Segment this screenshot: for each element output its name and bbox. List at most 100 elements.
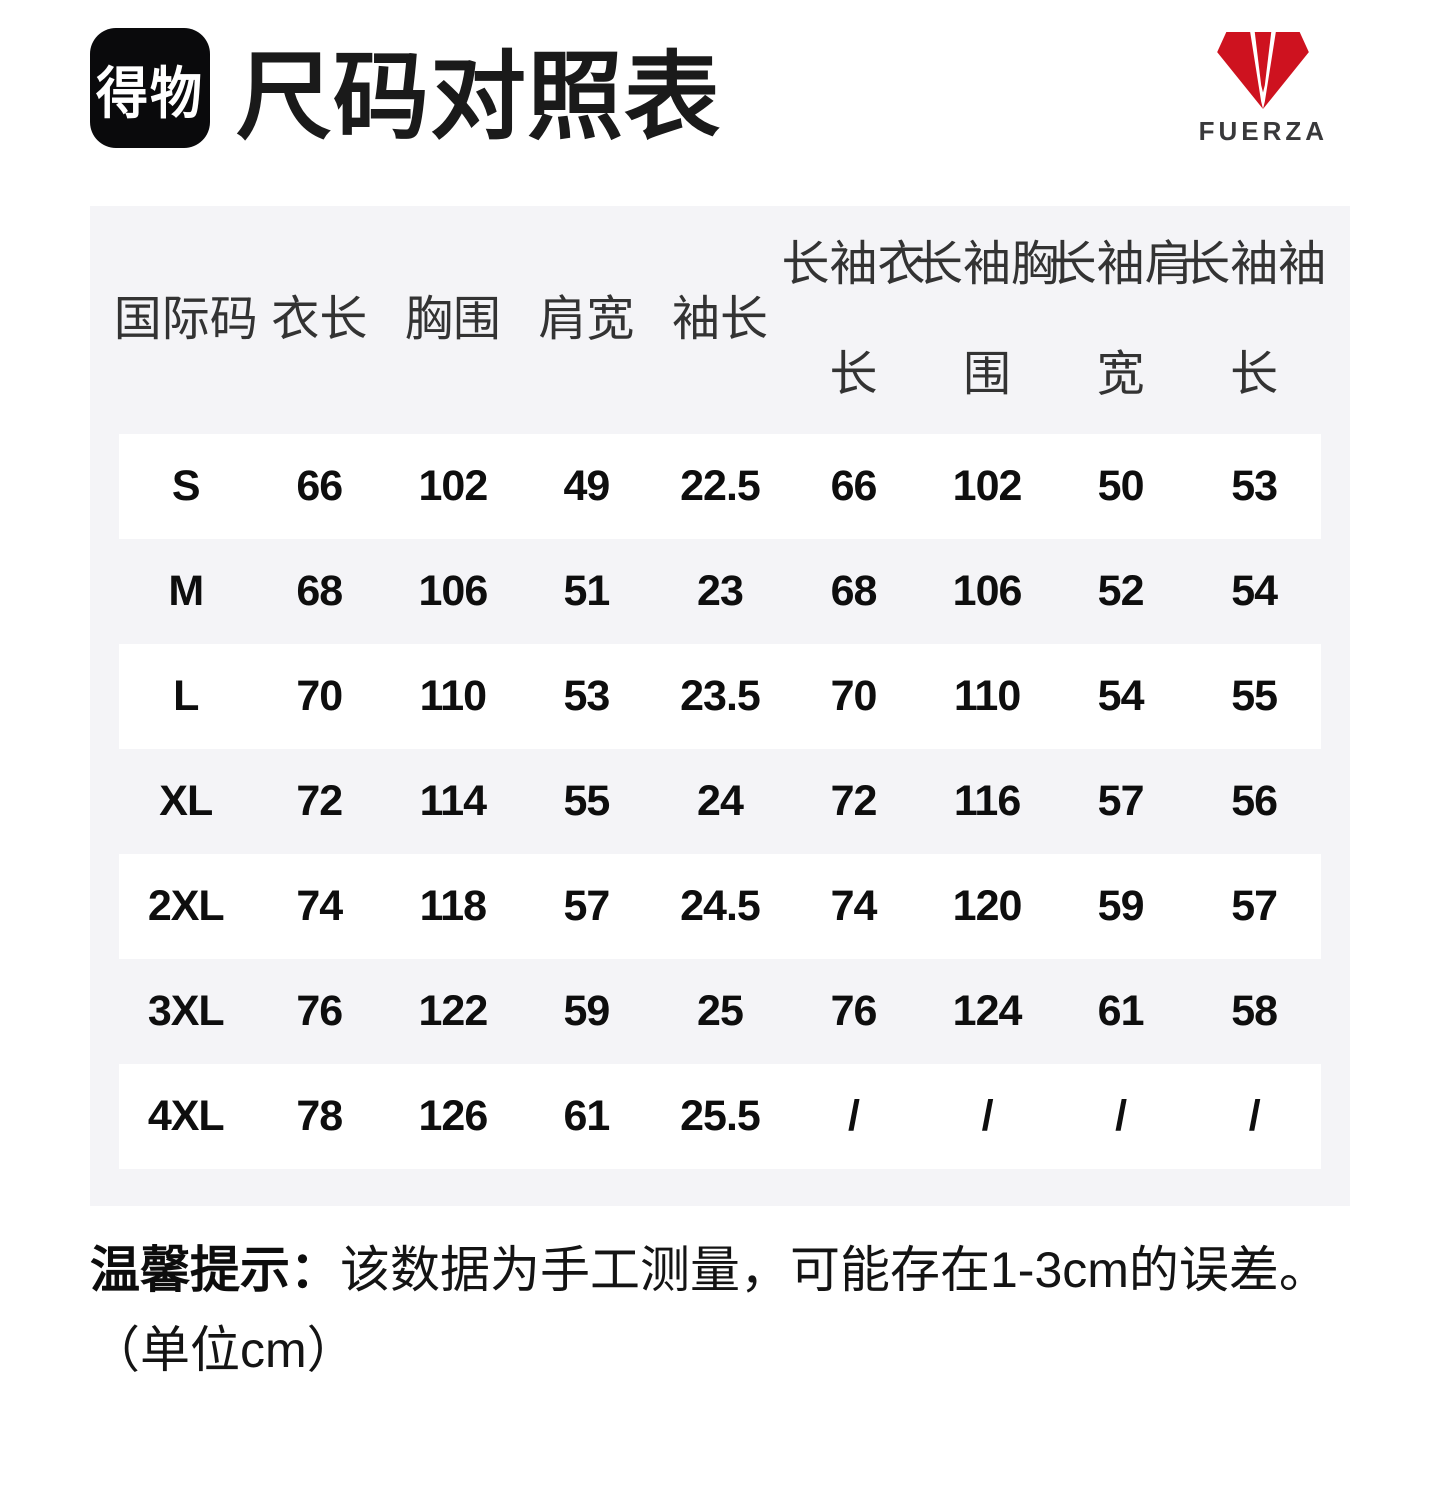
column-header-line1: 胸围 <box>404 293 501 346</box>
measurement-cell: 61 <box>563 1092 610 1140</box>
table-row-XL: XL 72 114 55 24 72 116 57 56 <box>119 749 1321 854</box>
measurement-cell: 52 <box>1097 567 1145 615</box>
size-label-cell: M <box>168 567 204 615</box>
fuerza-logo: FUERZA <box>1199 30 1328 147</box>
note-label: 温馨提示： <box>90 1242 340 1298</box>
measurement-cell: 57 <box>563 882 610 930</box>
measurement-cell: 70 <box>830 672 878 720</box>
fuerza-mark-right-horn <box>1263 31 1310 109</box>
column-header-2: 胸围 <box>386 206 520 434</box>
measurement-cell: 54 <box>1231 567 1278 615</box>
measurement-cell: 110 <box>419 672 487 720</box>
column-header-line1: 长袖袖 <box>1182 238 1327 291</box>
measurement-cell: 57 <box>1097 777 1145 825</box>
measurement-cell: 120 <box>952 882 1023 930</box>
measurement-cell: 78 <box>296 1092 343 1140</box>
measurement-cell: 114 <box>419 777 487 825</box>
column-header-line1: 国际码 <box>113 293 258 346</box>
measurement-cell: 68 <box>830 567 878 615</box>
measurement-cell: / <box>981 1092 994 1140</box>
measurement-cell: / <box>1248 1092 1261 1140</box>
column-header-line2: 长 <box>1230 348 1279 401</box>
measurement-cell: 106 <box>952 567 1023 615</box>
measurement-cell: 55 <box>563 777 610 825</box>
measurement-cell: 57 <box>1231 882 1278 930</box>
column-header-7: 长袖肩宽 <box>1049 206 1193 434</box>
measurement-cell: 54 <box>1097 672 1145 720</box>
measurement-cell: 24.5 <box>680 882 761 930</box>
measurement-cell: 55 <box>1231 672 1278 720</box>
size-table-panel: 国际码 衣长 胸围 肩宽 袖长 长袖衣长长袖胸围长袖肩宽长袖袖长 S 66 102 49 22.5… <box>90 206 1350 1206</box>
header-bar: 得物 尺码对照表 FUERZA <box>90 28 1350 151</box>
measurement-cell: 122 <box>418 987 488 1035</box>
size-label-cell: 2XL <box>147 882 225 930</box>
column-header-line2: 围 <box>963 348 1012 401</box>
measurement-cell: / <box>848 1092 860 1140</box>
column-header-line1: 长袖衣 <box>781 238 926 291</box>
measurement-cell: 23 <box>697 567 744 615</box>
measurement-cell: 49 <box>563 462 610 510</box>
column-header-5: 长袖衣长 <box>782 206 926 434</box>
column-header-0: 国际码 <box>114 206 258 434</box>
dewu-logo-text: 得物 <box>95 62 204 126</box>
size-label-cell: L <box>173 672 199 720</box>
measurement-cell: 70 <box>296 672 343 720</box>
measurement-cell: 53 <box>563 672 610 720</box>
fuerza-mark-icon <box>1217 31 1310 109</box>
unit-text: （单位cm） <box>90 1322 357 1378</box>
measurement-cell: / <box>1115 1092 1127 1140</box>
table-row-4XL: 4XL 78 126 61 25.5 / / / / <box>119 1064 1321 1169</box>
page-title: 尺码对照表 <box>236 43 721 151</box>
column-header-1: 衣长 <box>253 206 387 434</box>
measurement-cell: 102 <box>418 462 488 510</box>
fuerza-mark-left-horn <box>1217 31 1264 109</box>
measurement-cell: 102 <box>952 462 1023 510</box>
column-header-line2: 宽 <box>1096 348 1145 401</box>
size-table-head: 国际码 衣长 胸围 肩宽 袖长 长袖衣长长袖胸围长袖肩宽长袖袖长 <box>114 206 1326 434</box>
size-table-body: S 66 102 49 22.5 66 102 50 53 M 68 106 51 23 68 106 52 54… <box>119 434 1321 1169</box>
note-text: 该数据为手工测量，可能存在1-3cm的误差。 <box>340 1242 1329 1298</box>
measurement-cell: 50 <box>1097 462 1145 510</box>
measurement-cell: 106 <box>418 567 488 615</box>
size-label-cell: 3XL <box>147 987 225 1035</box>
measurement-cell: 116 <box>953 777 1021 825</box>
measurement-cell: 74 <box>296 882 343 930</box>
measurement-cell: 22.5 <box>680 462 761 510</box>
measurement-cell: 68 <box>296 567 343 615</box>
measurement-cell: 56 <box>1231 777 1278 825</box>
column-header-line1: 长袖胸 <box>915 238 1060 291</box>
table-row-S: S 66 102 49 22.5 66 102 50 53 <box>119 434 1321 539</box>
measurement-cell: 25.5 <box>680 1092 761 1140</box>
measurement-cell: 72 <box>296 777 343 825</box>
measurement-cell: 61 <box>1097 987 1145 1035</box>
measurement-cell: 24 <box>697 777 744 825</box>
measurement-cell: 25 <box>697 987 744 1035</box>
measurement-cell: 72 <box>830 777 878 825</box>
measurement-cell: 66 <box>296 462 343 510</box>
measurement-cell: 110 <box>953 672 1021 720</box>
size-label-cell: XL <box>159 777 213 825</box>
column-header-line2: 长 <box>829 348 878 401</box>
table-row-3XL: 3XL 76 122 59 25 76 124 61 58 <box>119 959 1321 1064</box>
column-header-line1: 衣长 <box>271 293 368 346</box>
measurement-cell: 59 <box>1097 882 1145 930</box>
column-header-3: 肩宽 <box>520 206 654 434</box>
measurement-cell: 118 <box>419 882 487 930</box>
column-header-8: 长袖袖长 <box>1182 206 1326 434</box>
measurement-note: 温馨提示：该数据为手工测量，可能存在1-3cm的误差。 （单位cm） <box>90 1230 1350 1390</box>
size-label-cell: 4XL <box>147 1092 225 1140</box>
fuerza-mark-center-prong <box>1255 31 1272 92</box>
measurement-cell: 124 <box>952 987 1023 1035</box>
measurement-cell: 59 <box>563 987 610 1035</box>
table-row-2XL: 2XL 74 118 57 24.5 74 120 59 57 <box>119 854 1321 959</box>
measurement-cell: 51 <box>563 567 610 615</box>
column-header-4: 袖长 <box>653 206 787 434</box>
fuerza-wordmark: FUERZA <box>1198 115 1328 146</box>
measurement-cell: 126 <box>418 1092 488 1140</box>
measurement-cell: 74 <box>830 882 878 930</box>
measurement-cell: 76 <box>296 987 343 1035</box>
column-header-line1: 长袖肩 <box>1048 238 1193 291</box>
header-row: 国际码 衣长 胸围 肩宽 袖长 长袖衣长长袖胸围长袖肩宽长袖袖长 <box>114 206 1326 434</box>
measurement-cell: 76 <box>830 987 878 1035</box>
